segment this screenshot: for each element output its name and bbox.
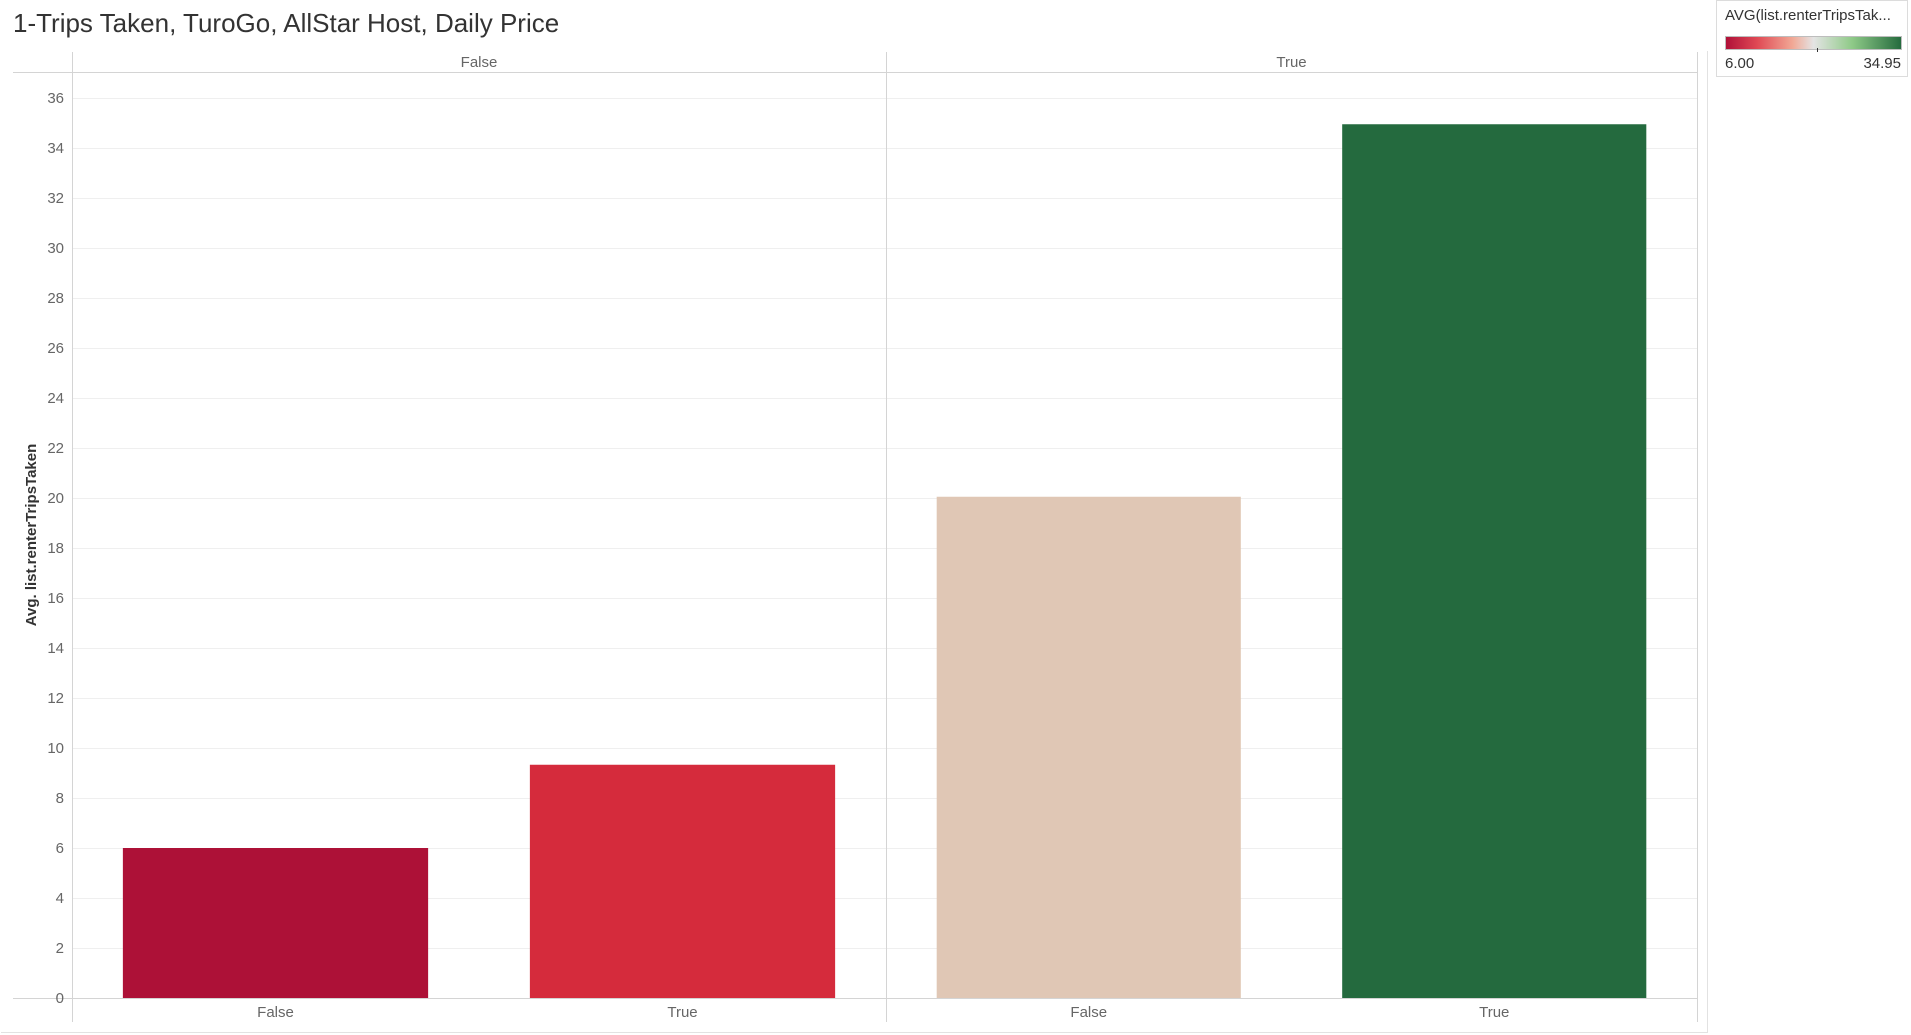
- x-category-label: False: [1070, 1004, 1107, 1021]
- y-tick-label: 16: [47, 590, 64, 607]
- panel-header-label: True: [1276, 54, 1306, 71]
- y-tick-label: 14: [47, 640, 64, 657]
- y-tick-label: 4: [56, 890, 64, 907]
- y-tick-label: 18: [47, 540, 64, 557]
- x-category-label: True: [667, 1004, 697, 1021]
- y-tick-label: 2: [56, 940, 64, 957]
- bar[interactable]: [1342, 124, 1647, 998]
- chart-frame: [1, 51, 1708, 1033]
- y-tick-label: 36: [47, 90, 64, 107]
- y-tick-label: 30: [47, 240, 64, 257]
- y-axis-title: Avg. list.renterTripsTaken: [23, 444, 40, 627]
- y-tick-label: 6: [56, 840, 64, 857]
- bar[interactable]: [529, 764, 836, 998]
- legend-color-ramp: [1725, 36, 1902, 52]
- y-tick-label: 0: [56, 990, 64, 1007]
- legend-title: AVG(list.renterTripsTak...: [1725, 7, 1891, 24]
- y-tick-label: 32: [47, 190, 64, 207]
- legend-max-label: 34.95: [1863, 55, 1901, 72]
- y-tick-label: 20: [47, 490, 64, 507]
- y-tick-label: 24: [47, 390, 64, 407]
- y-tick-label: 8: [56, 790, 64, 807]
- sheet-title: 1-Trips Taken, TuroGo, AllStar Host, Dai…: [13, 8, 560, 38]
- y-tick-label: 26: [47, 340, 64, 357]
- bar[interactable]: [122, 848, 429, 998]
- legend-center-tick: [1817, 48, 1818, 52]
- bar[interactable]: [936, 496, 1241, 998]
- color-legend[interactable]: AVG(list.renterTripsTak... 6.00 34.95: [1716, 0, 1908, 77]
- y-tick-label: 34: [47, 140, 64, 157]
- y-tick-label: 12: [47, 690, 64, 707]
- panel-header-label: False: [461, 54, 498, 71]
- legend-min-label: 6.00: [1725, 55, 1755, 72]
- y-tick-label: 22: [47, 440, 64, 457]
- y-tick-label: 10: [47, 740, 64, 757]
- x-category-label: True: [1479, 1004, 1509, 1021]
- x-category-label: False: [257, 1004, 294, 1021]
- y-tick-label: 28: [47, 290, 64, 307]
